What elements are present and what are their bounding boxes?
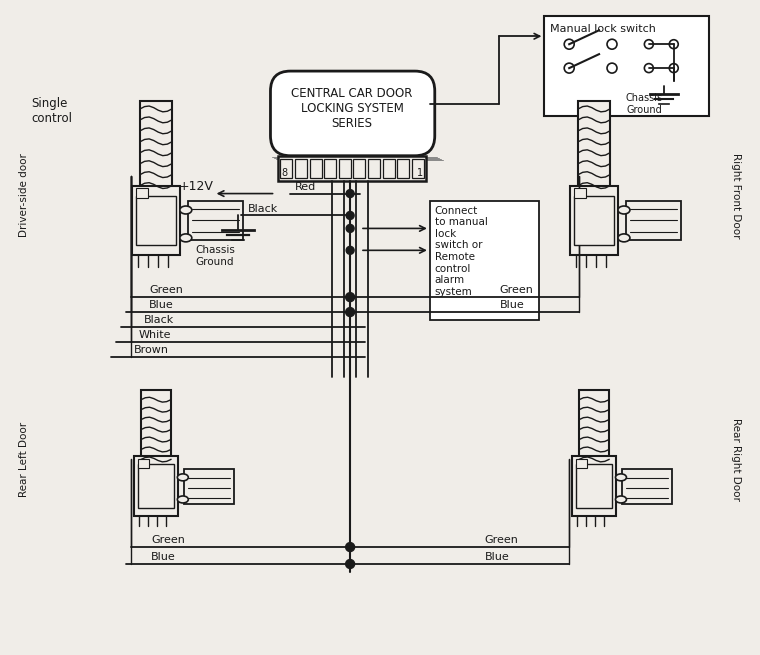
Bar xyxy=(544,16,708,116)
Bar xyxy=(578,101,610,191)
Bar xyxy=(353,159,366,178)
Text: Green: Green xyxy=(485,535,518,545)
Bar xyxy=(141,390,171,464)
Bar xyxy=(412,159,424,178)
Ellipse shape xyxy=(618,234,630,242)
Bar xyxy=(295,159,307,178)
Bar xyxy=(622,470,672,504)
Bar xyxy=(132,185,180,255)
Ellipse shape xyxy=(616,474,626,481)
Ellipse shape xyxy=(177,496,188,503)
Text: Blue: Blue xyxy=(485,552,509,562)
Text: Right Front Door: Right Front Door xyxy=(731,153,742,238)
Bar xyxy=(579,390,609,464)
Bar xyxy=(576,459,587,468)
Text: Rear Right Door: Rear Right Door xyxy=(731,418,742,501)
Bar xyxy=(626,200,681,240)
Text: Black: Black xyxy=(144,315,174,325)
Bar xyxy=(574,187,586,198)
FancyBboxPatch shape xyxy=(271,71,435,156)
Text: Green: Green xyxy=(499,285,534,295)
Circle shape xyxy=(346,225,354,233)
Text: Blue: Blue xyxy=(149,300,174,310)
Bar xyxy=(382,159,394,178)
Circle shape xyxy=(346,559,355,569)
Text: Blue: Blue xyxy=(499,300,524,310)
Text: Chassis
Ground: Chassis Ground xyxy=(625,93,663,115)
Bar xyxy=(397,159,409,178)
Bar xyxy=(136,187,148,198)
Circle shape xyxy=(346,246,354,254)
Bar xyxy=(339,159,351,178)
Bar xyxy=(572,457,616,516)
Circle shape xyxy=(346,212,354,219)
Text: 1: 1 xyxy=(416,168,423,178)
Bar xyxy=(134,457,178,516)
Circle shape xyxy=(346,189,354,198)
Circle shape xyxy=(346,293,355,301)
Text: Red: Red xyxy=(296,181,317,192)
Bar xyxy=(278,156,426,181)
Bar xyxy=(136,196,176,246)
Circle shape xyxy=(346,542,355,552)
Circle shape xyxy=(346,308,355,316)
Bar xyxy=(574,196,614,246)
Ellipse shape xyxy=(177,474,188,481)
Bar xyxy=(184,470,233,504)
Text: White: White xyxy=(139,330,172,340)
Text: Blue: Blue xyxy=(151,552,176,562)
Bar xyxy=(325,159,336,178)
Text: Black: Black xyxy=(248,204,278,214)
Ellipse shape xyxy=(180,234,192,242)
Text: CENTRAL CAR DOOR
LOCKING SYSTEM
SERIES: CENTRAL CAR DOOR LOCKING SYSTEM SERIES xyxy=(291,87,413,130)
Bar xyxy=(188,200,242,240)
Text: +12V: +12V xyxy=(179,180,214,193)
Text: Brown: Brown xyxy=(134,345,169,355)
Text: Green: Green xyxy=(149,285,183,295)
Ellipse shape xyxy=(618,206,630,214)
Text: Single
control: Single control xyxy=(31,97,72,125)
Text: 8: 8 xyxy=(281,168,287,178)
Ellipse shape xyxy=(616,496,626,503)
Bar xyxy=(280,159,293,178)
Bar xyxy=(430,200,540,320)
Text: Rear Left Door: Rear Left Door xyxy=(18,422,29,497)
Ellipse shape xyxy=(180,206,192,214)
Bar xyxy=(138,464,174,508)
Text: Connect
to manual
lock
switch or
Remote
control
alarm
system: Connect to manual lock switch or Remote … xyxy=(435,206,488,297)
Text: Driver-side door: Driver-side door xyxy=(18,154,29,238)
Bar xyxy=(140,101,172,191)
Bar xyxy=(570,185,618,255)
Text: Manual lock switch: Manual lock switch xyxy=(550,24,656,34)
Text: Chassis
Ground: Chassis Ground xyxy=(196,246,236,267)
Text: Green: Green xyxy=(151,535,185,545)
Bar xyxy=(309,159,321,178)
Bar xyxy=(576,464,612,508)
Bar xyxy=(138,459,149,468)
Bar xyxy=(368,159,380,178)
